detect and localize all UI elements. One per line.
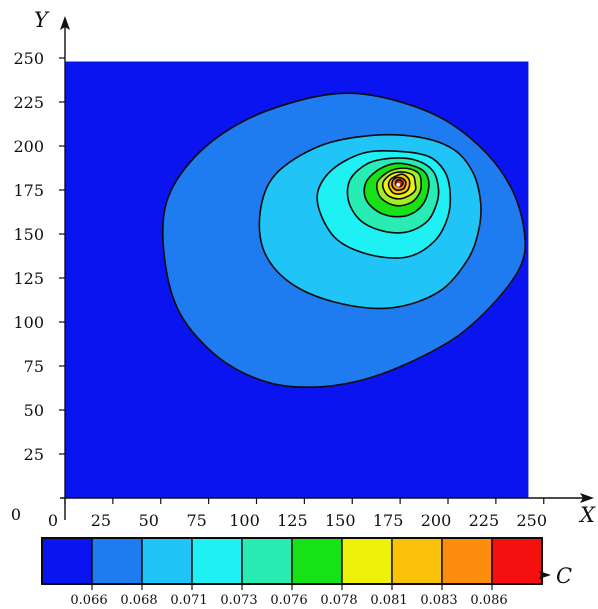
colorbar-tick-label: 0.086 [470, 593, 507, 608]
tick-labels: 0 25 50 75 100 125 150 175 200 225 250 25 50 75 100 125… [13, 49, 547, 530]
plot-area [65, 61, 529, 499]
colorbar-tick-label: 0.073 [220, 593, 257, 608]
colorbar-tick-label: 0.076 [270, 593, 307, 608]
colorbar-swatch-5 [241, 537, 293, 585]
colorbar-tick-label: 0.066 [70, 593, 107, 608]
colorbar-tick-label: 0.083 [420, 593, 457, 608]
x-tick-label: 250 [516, 511, 547, 530]
colorbar-swatch-4 [191, 537, 243, 585]
colorbar-tick-label: 0.071 [170, 593, 207, 608]
y-tick-label: 75 [24, 357, 44, 376]
y-tick-label: 100 [13, 313, 44, 332]
y-tick-label: 50 [24, 401, 44, 420]
colorbar-swatch-2 [91, 537, 143, 585]
y-tick-label: 175 [13, 181, 44, 200]
x-tick-label: 75 [186, 511, 206, 530]
colorbar-tick-label: 0.068 [120, 593, 157, 608]
y-tick-label: 25 [24, 445, 44, 464]
colorbar-swatch-9 [441, 537, 493, 585]
colorbar-swatch-10 [491, 537, 543, 585]
x-tick-label: 50 [139, 511, 159, 530]
x-tick-label: 125 [277, 511, 308, 530]
x-tick-label: 0 [48, 511, 58, 530]
x-tick-label: 175 [373, 511, 404, 530]
x-axis-title: X [578, 503, 596, 527]
x-tick-label: 25 [91, 511, 111, 530]
peak-point [396, 182, 401, 187]
colorbar-swatch-7 [341, 537, 393, 585]
colorbar-swatch-8 [391, 537, 443, 585]
colorbar-arrow-head [539, 571, 551, 579]
y-tick-label: 150 [13, 225, 44, 244]
y-tick-label: 225 [13, 93, 44, 112]
colorbar: 0.066 0.068 0.071 0.073 0.076 0.078 0.081 0.083… [41, 537, 551, 608]
y-axis-title: Y [34, 8, 50, 32]
colorbar-swatch-3 [141, 537, 193, 585]
colorbar-tick-label: 0.078 [320, 593, 357, 608]
origin-label: 0 [11, 505, 21, 524]
x-tick-label: 150 [325, 511, 356, 530]
y-tick-label: 200 [13, 137, 44, 156]
colorbar-swatch-6 [291, 537, 343, 585]
y-tick-label: 250 [13, 49, 44, 68]
y-tick-label: 125 [13, 269, 44, 288]
colorbar-title: C [556, 564, 572, 588]
y-axis-arrow [60, 16, 70, 30]
colorbar-tick-label: 0.081 [370, 593, 407, 608]
axes [60, 16, 594, 520]
colorbar-swatch-1 [41, 537, 93, 585]
x-tick-label: 225 [469, 511, 500, 530]
x-axis-arrow [580, 493, 594, 503]
x-tick-label: 200 [421, 511, 452, 530]
x-tick-label: 100 [229, 511, 260, 530]
